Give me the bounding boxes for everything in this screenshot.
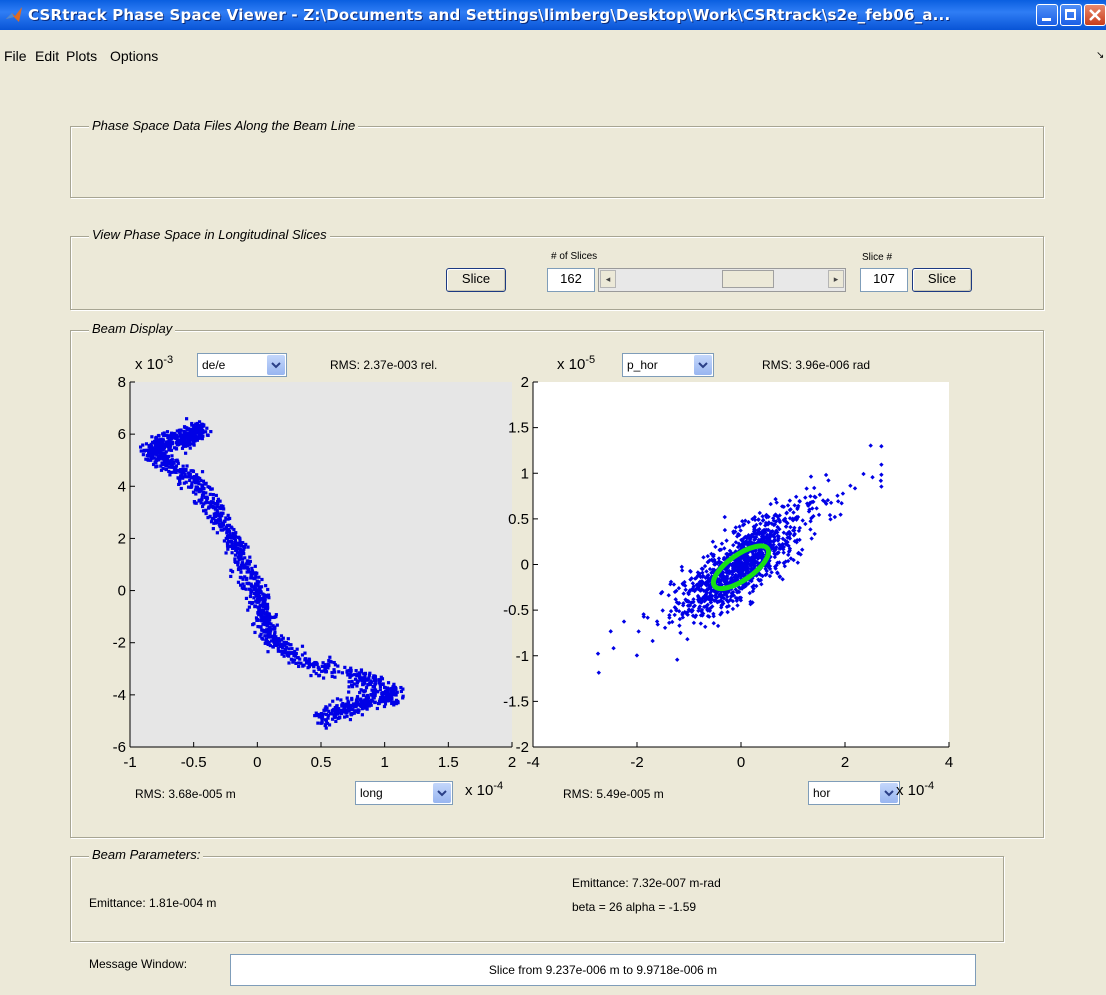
data-files-panel [70,126,1044,198]
num-slices-input[interactable]: 162 [547,268,595,292]
slice-num-input[interactable]: 107 [860,268,908,292]
chevron-down-icon[interactable] [880,783,898,803]
slice-button-left[interactable]: Slice [446,268,506,292]
left-rms-y: RMS: 2.37e-003 rel. [330,358,438,372]
matlab-icon [6,7,22,22]
right-x-select[interactable]: hor [808,781,900,805]
beam-display-panel-label: Beam Display [89,321,176,336]
close-button[interactable] [1084,4,1106,26]
menu-bar: File Edit Plots Options ↘ [0,48,1106,70]
right-emittance: Emittance: 7.32e-007 m-rad [572,876,721,890]
beam-params-panel-label: Beam Parameters: [89,847,204,862]
slider-left-arrow-icon[interactable]: ◂ [600,270,616,288]
right-y-exp: x 10-5 [557,354,596,373]
right-y-select[interactable]: p_hor [622,353,714,377]
slider-right-arrow-icon[interactable]: ▸ [828,270,844,288]
left-rms-x: RMS: 3.68e-005 m [135,787,236,801]
message-window: Slice from 9.237e-006 m to 9.9718e-006 m [230,954,976,986]
chevron-down-icon[interactable] [267,355,285,375]
window-title: CSRtrack Phase Space Viewer - Z:\Documen… [28,6,951,24]
chevron-down-icon[interactable] [694,355,712,375]
message-label: Message Window: [89,957,188,971]
slice-slider[interactable]: ◂ ▸ [598,268,846,292]
num-slices-label: # of Slices [551,251,598,262]
right-x-exp: x 10-4 [896,780,935,799]
window-body: Phase Space Data Files Along the Beam Li… [0,70,1106,995]
menu-edit[interactable]: Edit [35,48,60,64]
left-y-select[interactable]: de/e [197,353,287,377]
right-rms-x: RMS: 5.49e-005 m [563,787,664,801]
right-rms-y: RMS: 3.96e-006 rad [762,358,871,372]
slices-panel [70,236,1044,310]
left-x-select[interactable]: long [355,781,453,805]
slice-num-label: Slice # [862,252,893,263]
maximize-button[interactable] [1060,4,1082,26]
left-emittance: Emittance: 1.81e-004 m [89,896,217,910]
right-twiss: beta = 26 alpha = -1.59 [572,900,697,914]
minimize-icon [1042,18,1051,21]
menu-file[interactable]: File [4,48,27,64]
slider-thumb[interactable] [721,270,774,288]
left-x-exp: x 10-4 [465,780,504,799]
data-files-panel-label: Phase Space Data Files Along the Beam Li… [89,118,359,133]
minimize-button[interactable] [1036,4,1058,26]
slice-button-right[interactable]: Slice [912,268,972,292]
maximize-icon [1065,9,1076,20]
dock-arrow-icon[interactable]: ↘ [1096,50,1105,61]
title-bar: CSRtrack Phase Space Viewer - Z:\Documen… [0,0,1106,30]
menu-options[interactable]: Options [110,48,159,64]
beam-params-panel [70,856,1004,942]
menu-plots[interactable]: Plots [66,48,98,64]
chevron-down-icon[interactable] [433,783,451,803]
left-y-exp: x 10-3 [135,354,174,373]
slices-panel-label: View Phase Space in Longitudinal Slices [89,227,330,242]
close-icon [1089,9,1101,21]
beam-display-panel [70,330,1044,838]
